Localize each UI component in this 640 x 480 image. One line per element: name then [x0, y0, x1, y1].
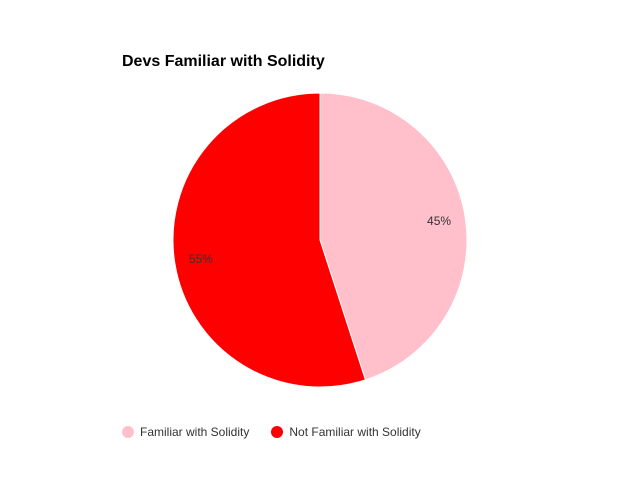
legend: Familiar with Solidity Not Familiar with… — [122, 425, 443, 439]
legend-label-familiar: Familiar with Solidity — [140, 425, 250, 439]
slice-label-familiar: 45% — [427, 214, 451, 228]
legend-swatch-familiar — [122, 426, 134, 438]
legend-item-not-familiar[interactable]: Not Familiar with Solidity — [271, 425, 421, 439]
legend-item-familiar[interactable]: Familiar with Solidity — [122, 425, 249, 439]
legend-label-not-familiar: Not Familiar with Solidity — [289, 425, 421, 439]
pie-slice-not-familiar[interactable] — [172, 92, 367, 388]
slice-label-not-familiar: 55% — [189, 252, 213, 266]
pie-slice-familiar[interactable] — [319, 92, 468, 381]
legend-swatch-not-familiar — [271, 426, 284, 438]
chart-title: Devs Familiar with Solidity — [122, 53, 325, 70]
